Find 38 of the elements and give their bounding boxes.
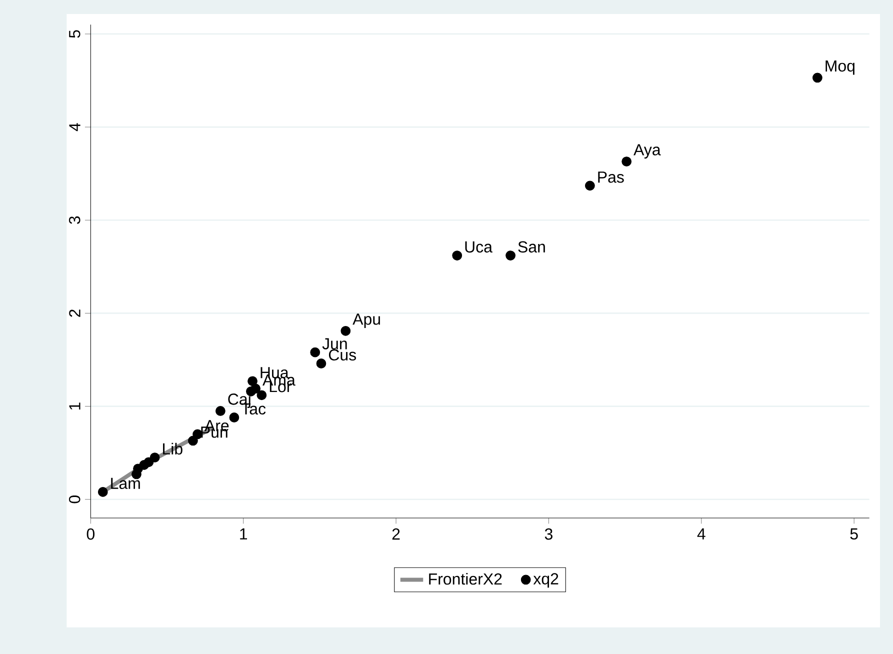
point <box>188 436 198 446</box>
x-tick-label: 5 <box>850 528 858 540</box>
annotation: Uca <box>465 241 492 253</box>
y-tick-label: 1 <box>69 402 80 410</box>
y-tick-label: 3 <box>68 216 80 224</box>
annotation: San <box>518 241 545 253</box>
x-tick-label: 2 <box>392 528 400 540</box>
point <box>622 156 632 166</box>
point <box>585 180 595 191</box>
annotation: Aya <box>634 144 661 159</box>
annotation: Lib <box>163 442 182 455</box>
legend-label: FrontierX2 <box>429 572 502 585</box>
annotation: Pas <box>598 172 624 183</box>
point <box>812 72 822 83</box>
point <box>229 412 240 422</box>
annotation: Cus <box>328 349 356 361</box>
point <box>310 347 320 358</box>
legend-label: xq2 <box>533 573 558 588</box>
x-tick-label: 0 <box>86 528 94 540</box>
point <box>216 406 226 416</box>
point <box>316 358 326 368</box>
point <box>340 326 351 336</box>
point <box>506 250 516 260</box>
annotation: Moq <box>826 60 854 75</box>
point <box>250 384 260 394</box>
point <box>256 390 267 400</box>
point <box>452 250 462 260</box>
annotation: Lam <box>111 478 140 489</box>
y-tick-label: 0 <box>68 496 80 504</box>
x-tick-label: 1 <box>240 528 248 540</box>
x-tick-label: 4 <box>697 528 706 540</box>
y-tick-label: 4 <box>69 123 80 132</box>
annotation: Jun <box>322 338 347 350</box>
y-tick-label: 5 <box>69 30 80 38</box>
point <box>98 487 108 497</box>
x-tick-label: 3 <box>544 528 552 540</box>
annotation: Apu <box>352 314 380 328</box>
y-tick-label: 2 <box>69 310 80 317</box>
